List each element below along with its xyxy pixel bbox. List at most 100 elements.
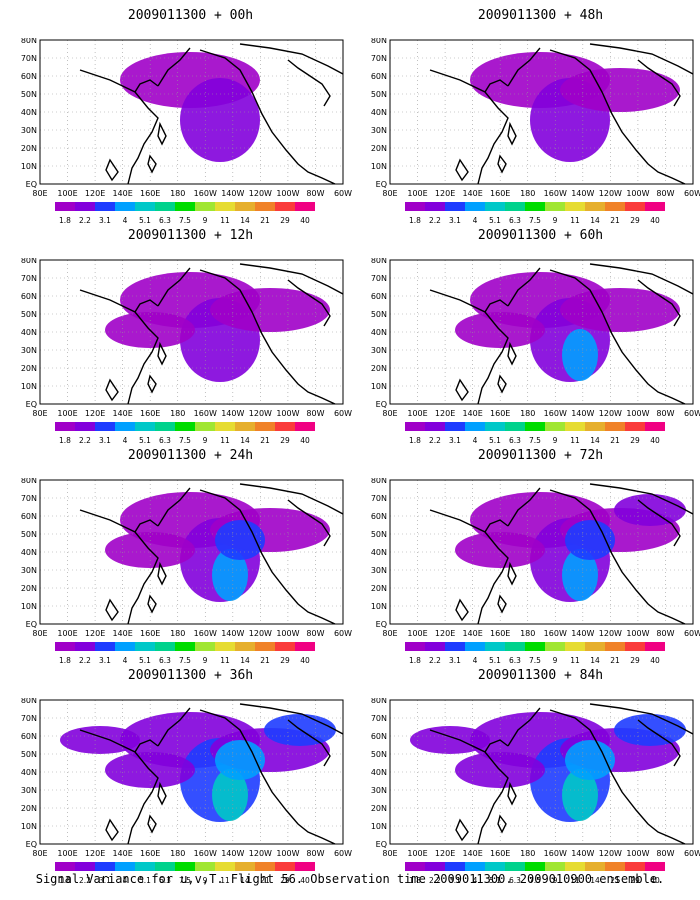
coastline bbox=[429, 289, 509, 405]
coastline bbox=[199, 709, 336, 845]
longitude-label: 180 bbox=[520, 409, 535, 418]
latitude-label: 40N bbox=[371, 328, 387, 337]
variance-shading bbox=[560, 68, 680, 112]
longitude-label: 80W bbox=[656, 409, 674, 418]
colorbar-swatch bbox=[565, 642, 585, 651]
colorbar-swatch bbox=[55, 862, 75, 871]
colorbar-swatch bbox=[585, 862, 605, 871]
colorbar-level-label: 40 bbox=[650, 876, 660, 885]
variance-shading bbox=[210, 288, 330, 332]
colorbar-swatch bbox=[195, 862, 215, 871]
longitude-label: 160E bbox=[140, 409, 160, 418]
colorbar-level-label: 6.3 bbox=[159, 216, 171, 225]
coastline bbox=[507, 561, 517, 586]
colorbar-level-label: 29 bbox=[280, 656, 290, 665]
colorbar-swatch bbox=[115, 642, 135, 651]
latitude-label: 20N bbox=[21, 144, 37, 153]
colorbar-swatch bbox=[405, 202, 425, 211]
colorbar: 1.8 2.2 3.1 4 5.1 6.3 7.5 9 11 14 21 29 40 bbox=[18, 422, 363, 448]
longitude-label: 180 bbox=[520, 629, 535, 638]
colorbar-swatch bbox=[135, 422, 155, 431]
colorbar-level-label: 5.1 bbox=[489, 436, 501, 445]
longitude-label: 120E bbox=[435, 849, 455, 858]
longitude-label: 80W bbox=[306, 849, 324, 858]
colorbar-level-label: 6.3 bbox=[159, 656, 171, 665]
latitude-label: 20N bbox=[371, 584, 387, 593]
latitude-label: 10N bbox=[21, 162, 37, 171]
longitude-label: 120W bbox=[249, 409, 272, 418]
latitude-label: 60N bbox=[371, 72, 387, 81]
longitude-label: 60W bbox=[684, 849, 700, 858]
longitude-label: 140W bbox=[571, 409, 594, 418]
longitude-label: 140E bbox=[462, 409, 482, 418]
longitude-label: 160W bbox=[544, 849, 567, 858]
coastline bbox=[429, 69, 509, 185]
coastline bbox=[287, 719, 331, 767]
latitude-label: EQ bbox=[26, 180, 37, 189]
map-frame bbox=[39, 259, 344, 405]
longitude-label: 80W bbox=[656, 189, 674, 198]
colorbar-swatch bbox=[95, 642, 115, 651]
longitude-label: 80E bbox=[382, 189, 397, 198]
colorbar-level-label: 7.5 bbox=[179, 876, 191, 885]
longitude-label: 80E bbox=[382, 629, 397, 638]
coastline bbox=[455, 378, 469, 402]
map-frame bbox=[389, 259, 694, 405]
latitude-label: 30N bbox=[21, 786, 37, 795]
colorbar-swatch bbox=[115, 862, 135, 871]
latitude-label: 10N bbox=[21, 822, 37, 831]
longitude-label: 80E bbox=[382, 849, 397, 858]
coastline bbox=[239, 43, 344, 75]
longitude-label: 120E bbox=[435, 409, 455, 418]
figure-caption: Signal Variance for u,v,T. Flight 56. Ob… bbox=[35, 872, 665, 886]
coastline bbox=[549, 269, 686, 405]
longitude-label: 160E bbox=[490, 629, 510, 638]
latitude-label: 60N bbox=[371, 512, 387, 521]
longitude-label: 100W bbox=[626, 849, 649, 858]
colorbar-swatch bbox=[155, 642, 175, 651]
latitude-label: 30N bbox=[21, 346, 37, 355]
colorbar-swatch bbox=[585, 202, 605, 211]
colorbar-swatch bbox=[485, 642, 505, 651]
latitude-label: EQ bbox=[26, 400, 37, 409]
colorbar: 1.8 2.2 3.1 4 5.1 6.3 7.5 9 11 14 21 29 40 bbox=[368, 422, 700, 448]
colorbar-level-label: 2.2 bbox=[79, 656, 91, 665]
colorbar-swatch bbox=[275, 422, 295, 431]
colorbar-level-label: 14 bbox=[240, 436, 250, 445]
latitude-label: 40N bbox=[21, 548, 37, 557]
coastline bbox=[507, 707, 541, 747]
map-frame bbox=[389, 479, 694, 625]
colorbar-level-label: 14 bbox=[590, 216, 600, 225]
longitude-label: 180 bbox=[170, 629, 185, 638]
colorbar-swatch bbox=[445, 862, 465, 871]
latitude-label: 50N bbox=[21, 90, 37, 99]
colorbar-swatch bbox=[255, 642, 275, 651]
colorbar-swatch bbox=[215, 862, 235, 871]
colorbar: 1.8 2.2 3.1 4 5.1 6.3 7.5 9 11 14 21 29 40 bbox=[368, 642, 700, 668]
longitude-label: 140W bbox=[571, 629, 594, 638]
coastline bbox=[429, 729, 509, 845]
longitude-label: 80E bbox=[382, 409, 397, 418]
coastline bbox=[589, 483, 694, 515]
latitude-label: 50N bbox=[371, 530, 387, 539]
coastline bbox=[199, 489, 336, 625]
colorbar-level-label: 21 bbox=[260, 876, 270, 885]
coastline bbox=[134, 519, 159, 533]
longitude-label: 120E bbox=[435, 629, 455, 638]
colorbar-swatch bbox=[255, 862, 275, 871]
latitude-label: 10N bbox=[21, 602, 37, 611]
colorbar-level-label: 2.2 bbox=[429, 656, 441, 665]
longitude-label: 160W bbox=[194, 629, 217, 638]
map-frame bbox=[389, 39, 694, 185]
colorbar-level-label: 3.1 bbox=[99, 216, 111, 225]
colorbar-swatch bbox=[605, 642, 625, 651]
longitude-label: 120E bbox=[435, 189, 455, 198]
colorbar-level-label: 3.1 bbox=[99, 876, 111, 885]
longitude-label: 140E bbox=[462, 189, 482, 198]
colorbar-swatch bbox=[295, 862, 315, 871]
colorbar-swatch bbox=[625, 642, 645, 651]
variance-shading bbox=[410, 726, 490, 754]
coastline bbox=[484, 519, 509, 533]
latitude-label: 20N bbox=[371, 364, 387, 373]
